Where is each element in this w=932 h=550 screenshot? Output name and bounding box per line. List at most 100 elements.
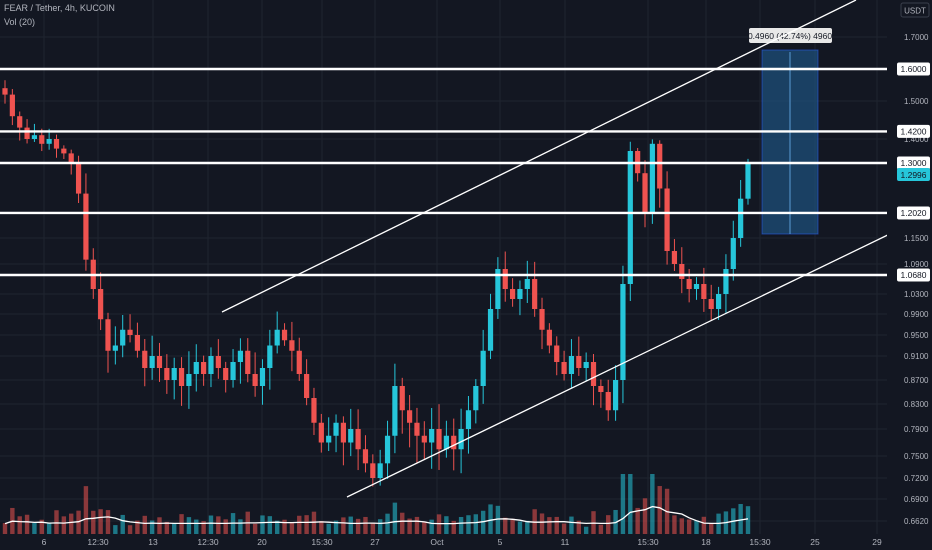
volume-bar [738, 504, 743, 534]
volume-bar [39, 519, 44, 534]
candle-body [134, 335, 141, 351]
volume-bar [569, 516, 574, 534]
volume-bar [745, 506, 751, 534]
candle-body [9, 94, 15, 117]
volume-bar [186, 517, 192, 534]
volume-bar [297, 515, 302, 534]
price-tick: 1.0900 [904, 260, 929, 269]
volume-bar [525, 520, 530, 534]
price-axis[interactable] [887, 0, 932, 534]
candle-body [590, 362, 597, 386]
volume-bar [539, 513, 545, 534]
time-tick: 20 [257, 537, 267, 547]
volume-bar [642, 498, 648, 534]
candle-body [83, 193, 89, 260]
price-tick: 0.9100 [904, 352, 929, 361]
candle-body [193, 362, 199, 374]
candle-body [178, 368, 185, 386]
candle-body [333, 422, 339, 436]
candle-body [708, 299, 714, 309]
candle-body [517, 289, 523, 299]
candle-body [215, 356, 221, 368]
volume-bar [672, 515, 677, 534]
volume-bar [157, 517, 162, 534]
candle-body [627, 151, 633, 284]
price-tick: 0.8300 [904, 400, 929, 409]
volume-bar [46, 522, 52, 534]
candle-body [142, 350, 148, 368]
volume-bar [400, 512, 405, 534]
candle-body [546, 329, 552, 346]
price-tick: 0.6620 [904, 517, 929, 526]
price-tick: 0.9500 [904, 331, 929, 340]
volume-bar [201, 521, 206, 534]
volume-bar [252, 523, 258, 534]
volume-bar [341, 517, 346, 534]
time-tick: 13 [148, 537, 158, 547]
horizontal-levels[interactable] [0, 67, 897, 277]
volume-bar [422, 521, 427, 534]
level-label-bg [897, 156, 930, 170]
candle-body [723, 269, 729, 294]
current-price-badge-bg [897, 168, 930, 181]
candle-body [289, 340, 295, 351]
volume-bar [392, 502, 398, 534]
volume-bar [69, 513, 74, 534]
volume-bar [355, 518, 361, 534]
volume-bar [194, 519, 199, 534]
volume-bar [694, 520, 699, 534]
volume-bar [458, 516, 464, 534]
candle-body [407, 410, 413, 423]
candle-body [31, 135, 38, 139]
volume-bar [480, 510, 486, 534]
candle-body [112, 345, 118, 351]
price-tick: 1.1500 [904, 234, 929, 243]
candle-body [201, 362, 207, 374]
volume-bar [91, 510, 96, 534]
level-label: 1.4200 [901, 127, 927, 137]
price-tick: 0.8700 [904, 376, 929, 385]
volume-bar [444, 516, 449, 534]
volume-bar [267, 516, 273, 534]
volume-bar [98, 509, 103, 534]
candle-body [105, 319, 111, 351]
volume-bar [635, 507, 640, 534]
candle-body [532, 279, 538, 309]
time-tick: 11 [561, 537, 570, 547]
volume-bar [370, 522, 376, 534]
candle-body [98, 289, 104, 320]
candle-body [311, 398, 317, 423]
volume-bar [333, 520, 339, 534]
currency-badge[interactable]: USDT [904, 7, 926, 16]
time-axis[interactable] [0, 534, 932, 550]
candle-body [671, 251, 678, 264]
volume-bar [120, 514, 125, 534]
volume-bar [495, 505, 501, 534]
candle-body [164, 368, 170, 380]
candle-body [53, 139, 60, 149]
volume-bar [628, 474, 633, 534]
candle-body [377, 463, 383, 478]
volume-bar [650, 474, 655, 534]
volume-bar [620, 474, 626, 534]
volume-bar [127, 525, 133, 534]
volume-bar [179, 514, 184, 534]
volume-bar [517, 521, 523, 534]
volume-bar [326, 523, 331, 534]
candle-body [539, 309, 545, 330]
candle-body [237, 350, 244, 362]
volume-ma-line [4, 505, 749, 525]
candle-body [252, 374, 258, 386]
price-tick: 0.9900 [904, 310, 929, 319]
candle-body [75, 163, 82, 194]
volume-bar [24, 514, 30, 534]
time-tick: 5 [498, 537, 503, 547]
time-tick: 12:30 [197, 537, 219, 547]
channel-upper-line[interactable] [221, 0, 857, 313]
price-tick: 1.4000 [904, 135, 929, 144]
level-label: 1.0680 [901, 270, 927, 280]
candle-body [370, 463, 376, 478]
volume-bar [429, 519, 434, 534]
volume-bar [686, 519, 692, 534]
